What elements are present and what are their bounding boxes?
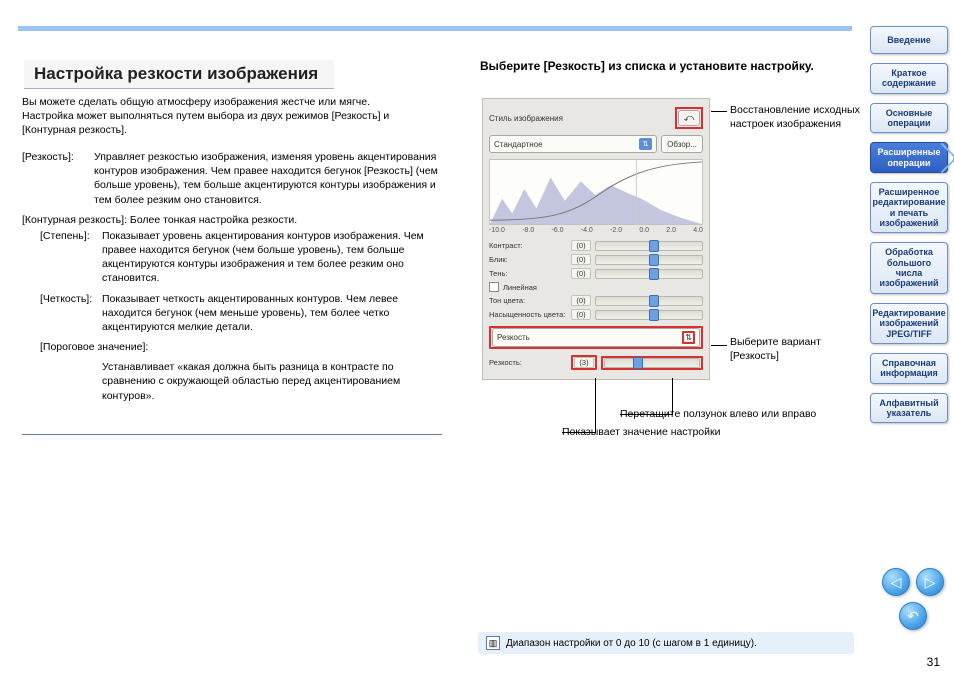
sidebar-item-3[interactable]: Расширенные операции: [870, 142, 948, 173]
callout-reset: Восстановление исходных настроек изображ…: [730, 104, 860, 131]
slider-label-r2-0: Тон цвета:: [489, 296, 567, 305]
next-page-button[interactable]: ▷: [916, 568, 944, 596]
linear-label: Линейная: [503, 283, 537, 292]
sharpness-slider[interactable]: [604, 358, 700, 368]
style-dropdown-value: Стандартное: [494, 140, 543, 149]
body-strength: Показывает уровень акцентирования контур…: [102, 229, 442, 286]
term-threshold: [Пороговое значение]:: [40, 340, 160, 354]
sidebar-item-8[interactable]: Алфавитный указатель: [870, 393, 948, 424]
body-sharpness: Управляет резкостью изображения, изменяя…: [94, 150, 442, 207]
callout-line: [595, 378, 596, 432]
intro-text: Вы можете сделать общую атмосферу изобра…: [22, 95, 422, 138]
page-title: Настройка резкости изображения: [24, 60, 334, 89]
slider-thumb[interactable]: [649, 309, 659, 321]
sidebar-nav: Введение Краткое содержание Основные опера…: [870, 26, 948, 423]
axis-labels: -10.0 -8.0 -6.0 -4.0 -2.0 0.0 2.0 4.0: [489, 227, 703, 234]
slider-value-r1-1: (0): [571, 254, 591, 265]
axis-tick: -2.0: [610, 227, 622, 234]
slider-label-r1-1: Блик:: [489, 255, 567, 264]
nav-controls: ◁ ▷ ↶: [882, 568, 944, 630]
term-fineness: [Четкость]:: [40, 292, 102, 335]
sharpness-dd-arrow-highlight: ⇅: [682, 331, 695, 344]
slider-r2-0[interactable]: [595, 296, 703, 306]
sidebar-item-0[interactable]: Введение: [870, 26, 948, 54]
linear-checkbox[interactable]: [489, 282, 499, 292]
reset-highlight: ⤺: [675, 107, 703, 129]
sharpness-slider-highlight: [601, 356, 703, 370]
callout-line: [711, 111, 727, 112]
slider-thumb[interactable]: [649, 268, 659, 280]
chevron-updown-icon: ⇅: [639, 138, 652, 150]
prev-page-button[interactable]: ◁: [882, 568, 910, 596]
axis-tick: -4.0: [581, 227, 593, 234]
slider-value-r1-2: (0): [571, 268, 591, 279]
axis-tick: -8.0: [522, 227, 534, 234]
sidebar-item-6[interactable]: Редактирование изображений JPEG/TIFF: [870, 303, 948, 344]
slider-r1-2[interactable]: [595, 269, 703, 279]
right-heading: Выберите [Резкость] из списка и установи…: [480, 58, 850, 74]
slider-thumb[interactable]: [633, 357, 643, 369]
slider-label-r1-2: Тень:: [489, 269, 567, 278]
callout-line: [711, 345, 727, 346]
footnote: ▥ Диапазон настройки от 0 до 10 (с шагом…: [478, 632, 854, 654]
slider-thumb[interactable]: [649, 254, 659, 266]
slider-r1-0[interactable]: [595, 241, 703, 251]
footnote-text: Диапазон настройки от 0 до 10 (с шагом в…: [506, 638, 757, 649]
sharpness-dropdown[interactable]: Резкость ⇅: [492, 328, 700, 347]
definitions: [Резкость]: Управляет резкостью изображе…: [22, 150, 442, 409]
slider-label-r1-0: Контраст:: [489, 241, 567, 250]
body-unsharp: Более тонкая настройка резкости.: [130, 214, 297, 226]
callout-choose: Выберите вариант [Резкость]: [730, 336, 860, 363]
slider-value-r2-0: (0): [571, 295, 591, 306]
slider-label-sharpness: Резкость:: [489, 358, 567, 367]
section-divider: [22, 434, 442, 435]
slider-thumb[interactable]: [649, 240, 659, 252]
page-number: 31: [927, 655, 940, 669]
axis-tick: -6.0: [551, 227, 563, 234]
panel-title: Стиль изображения: [489, 114, 563, 123]
slider-value-r2-1: (0): [571, 309, 591, 320]
histogram: [489, 159, 703, 225]
top-accent-bar: [18, 26, 852, 31]
axis-tick: 4.0: [693, 227, 703, 234]
callout-drag: Перетащите ползунок влево или вправо: [620, 408, 880, 422]
picture-style-panel: Стиль изображения ⤺ Стандартное ⇅ Обзор.…: [482, 98, 710, 380]
return-button[interactable]: ↶: [899, 602, 927, 630]
slider-r1-1[interactable]: [595, 255, 703, 265]
term-strength: [Степень]:: [40, 229, 102, 286]
chevron-updown-icon: ⇅: [685, 333, 692, 342]
body-fineness: Показывает четкость акцентированных конт…: [102, 292, 442, 335]
callout-shows: Показывает значение настройки: [562, 426, 802, 440]
sidebar-item-7[interactable]: Справочная информация: [870, 353, 948, 384]
style-dropdown[interactable]: Стандартное ⇅: [489, 135, 657, 153]
slider-value-sharpness: (3): [574, 357, 594, 368]
slider-thumb[interactable]: [649, 295, 659, 307]
browse-button[interactable]: Обзор...: [661, 135, 703, 153]
slider-label-r2-1: Насыщенность цвета:: [489, 310, 567, 319]
term-sharpness: [Резкость]:: [22, 150, 94, 207]
sidebar-item-1[interactable]: Краткое содержание: [870, 63, 948, 94]
sharpness-dd-highlight: Резкость ⇅: [489, 326, 703, 349]
reset-button[interactable]: ⤺: [678, 110, 700, 126]
sidebar-item-2[interactable]: Основные операции: [870, 103, 948, 134]
sidebar-item-4[interactable]: Расширенное редактирование и печать изоб…: [870, 182, 948, 233]
slider-value-r1-0: (0): [571, 240, 591, 251]
term-unsharp: [Контурная резкость]:: [22, 214, 127, 226]
axis-tick: -10.0: [489, 227, 505, 234]
sidebar-item-5[interactable]: Обработка большого числа изображений: [870, 242, 948, 293]
axis-tick: 0.0: [639, 227, 649, 234]
slider-r2-1[interactable]: [595, 310, 703, 320]
sharpness-val-highlight: (3): [571, 355, 597, 370]
axis-tick: 2.0: [666, 227, 676, 234]
note-icon: ▥: [486, 636, 500, 650]
sharpness-dd-value: Резкость: [497, 333, 530, 342]
body-threshold: Устанавливает «какая должна быть разница…: [102, 360, 442, 403]
